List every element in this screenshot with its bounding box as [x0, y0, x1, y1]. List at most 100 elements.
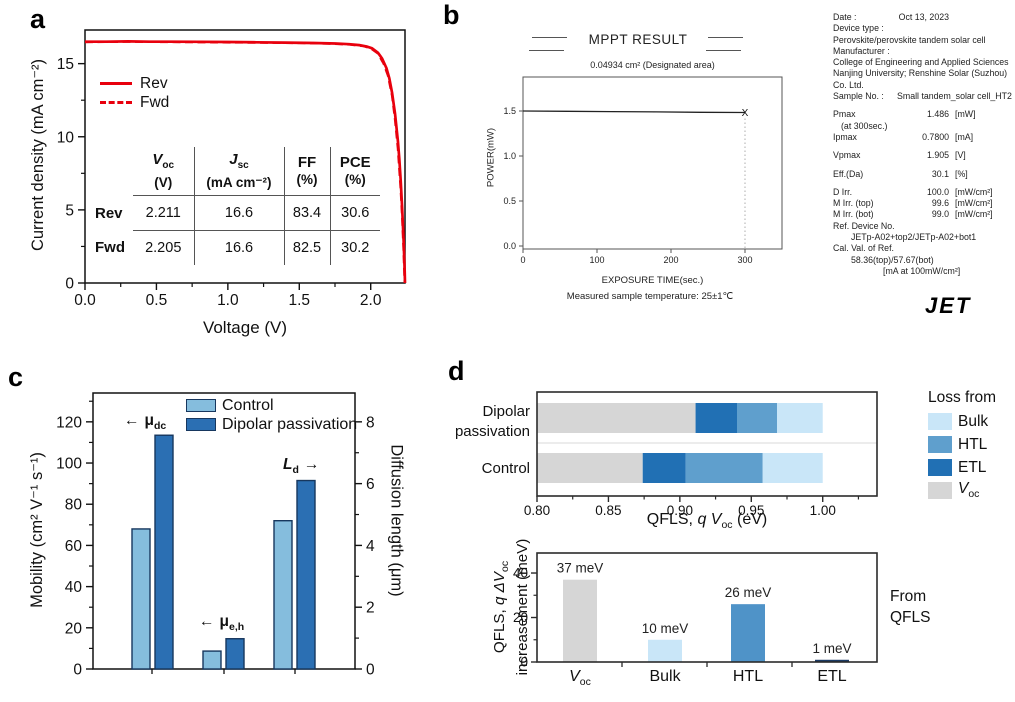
category-etl: ETL: [817, 668, 847, 685]
bulk-swatch: [928, 413, 952, 430]
segment-htl-passivation: [737, 403, 777, 433]
mobility-chart: 0 20 40 60 80 100 120 0 2 4 6 8: [56, 392, 375, 679]
table-header-row: Voc (V) Jsc (mA cm⁻²) FF (%) PCE (%): [93, 147, 380, 196]
bar-value-label: 10 meV: [642, 621, 689, 636]
left-arrow-icon: ←: [124, 412, 140, 429]
info-text: (at 300sec.): [841, 120, 888, 131]
header-voc: Voc (V): [133, 147, 194, 196]
a-y-axis-label: Current density (mA cm⁻²): [29, 58, 47, 252]
legend-item-passivation: Dipolar passivation: [186, 415, 357, 434]
info-gap: [833, 102, 1015, 109]
tick-label: 15: [57, 56, 74, 73]
legend-title: Loss from: [928, 389, 997, 406]
tick-label: 20: [65, 620, 83, 637]
a-x-axis-label: Voltage (V): [202, 318, 288, 337]
panel-b-jet-certificate: 0 100 200 300 0.0 0.5 1.0 1.5 X MPPT RESULT 0.04…: [440, 0, 1015, 340]
bar-value-label: 37 meV: [557, 561, 604, 576]
a-plot-box: [84, 29, 406, 284]
segment-voc-passivation: [537, 403, 696, 433]
control-label: Control: [222, 396, 274, 414]
jet-logo: JET: [925, 293, 972, 318]
info-text: Manufacturer :: [833, 45, 890, 56]
info-gap: [833, 180, 1015, 187]
panel-d-qfls-increase-chart: 37 meV 10 meV 26 meV 1 meV 0 20 40 QFLS, q ΔVo…: [440, 530, 1015, 702]
tick-label: 2: [366, 600, 375, 617]
tick-label: 8: [366, 414, 375, 431]
bar-etl: [815, 659, 849, 662]
info-text: Ref. Device No.: [833, 220, 895, 231]
info-text: Cal. Val. of Ref.: [833, 243, 894, 254]
info-row: M Irr. (bot) 99.0 [mW/cm²]: [833, 209, 993, 220]
tick-label: 0.85: [595, 503, 621, 518]
bar-L_d-control: [273, 520, 293, 670]
info-text: [mA at 100mW/cm²]: [883, 265, 961, 276]
tick-label: 1.0: [503, 151, 516, 161]
mppt-chart: 0 100 200 300 0.0 0.5 1.0 1.5 X: [503, 76, 783, 265]
tick-label: 0: [65, 276, 74, 293]
tick-label: 0: [520, 655, 528, 670]
tick-label: 1.00: [810, 503, 836, 518]
annotation-ld: Ld →: [283, 456, 320, 477]
info-row: Sample No. : Small tandem_solar cell_HT2: [833, 91, 1012, 102]
legend-item-htl: HTL: [928, 436, 996, 453]
table-row-rev: Rev 2.211 16.6 83.4 30.6: [93, 195, 380, 231]
bar-voc: [563, 579, 597, 662]
bar-mu_dc-passivation: [154, 434, 174, 670]
dipolar-passivation-swatch: [186, 418, 216, 431]
table-row-fwd: Fwd 2.205 16.6 82.5 30.2: [93, 230, 380, 265]
b-x-axis-label: EXPOSURE TIME(sec.): [601, 275, 704, 286]
info-row: Eff.(Da) 30.1 [%]: [833, 168, 968, 179]
title-rule: [708, 37, 743, 38]
left-arrow-icon: ←: [199, 613, 215, 630]
tick-label: 1.0: [217, 292, 239, 309]
c-left-axis-label: Mobility (cm² V⁻¹ s⁻¹): [28, 452, 46, 608]
category-voc: Voc: [569, 668, 591, 689]
panel-a-jv-curve: 0.0 0.5 1.0 1.5 2.0 0 5 10 15 Current density (m…: [0, 0, 440, 350]
tick-label: 0.90: [667, 503, 693, 518]
mppt-title: MPPT RESULT: [588, 32, 688, 47]
tick-label: 300: [737, 255, 752, 265]
end-marker-x: X: [742, 108, 749, 119]
tick-label: 6: [366, 476, 375, 493]
tick-label: 40: [65, 579, 83, 596]
bar-label-control: Control: [481, 460, 530, 477]
tick-label: 0.0: [503, 241, 516, 251]
info-row: M Irr. (top) 99.6 [mW/cm²]: [833, 198, 993, 209]
tick-label: 0: [520, 255, 525, 265]
panel-d-letter: d: [448, 356, 465, 386]
from-qfls-note: From QFLS: [890, 588, 931, 626]
tick-label: 1.5: [503, 106, 516, 116]
tick-label: 2.0: [360, 292, 382, 309]
bar-bulk: [648, 639, 682, 662]
mppt-power-line: [522, 110, 746, 114]
bar-mu_eh-control: [202, 650, 222, 670]
tick-label: 120: [56, 414, 82, 431]
info-text: Nanjing University; Renshine Solar (Suzh…: [833, 68, 1008, 90]
tick-label: 100: [56, 456, 82, 473]
d-bottom-y-axis-label: QFLS, q ΔVoc increasement (meV): [491, 538, 532, 676]
bar-mu_eh-passivation: [225, 638, 245, 670]
info-row: Ipmax 0.7800 [mA]: [833, 131, 974, 142]
bar-L_d-passivation: [296, 479, 316, 670]
fwd-label: Fwd: [140, 93, 170, 111]
tick-label: 0.80: [524, 503, 550, 518]
fwd-line-swatch: [100, 101, 132, 104]
segment-voc-control: [537, 453, 643, 483]
info-row: Pmax 1.486 [mW]: [833, 109, 976, 120]
bar-htl: [731, 604, 765, 662]
control-swatch: [186, 399, 216, 412]
info-gap: [833, 143, 1015, 150]
tick-label: 100: [589, 255, 604, 265]
legend-item-rev: Rev: [100, 74, 169, 93]
d-top-x-axis-label: QFLS, q Voc (eV): [646, 511, 768, 532]
segment-etl-passivation: [695, 403, 737, 433]
qfls-stacked-chart: 0.80 0.85 0.90 0.95 1.00: [524, 391, 878, 518]
info-gap: [833, 162, 1015, 169]
jv-chart: 0.0 0.5 1.0 1.5 2.0 0 5 10 15: [57, 29, 407, 309]
a-legend: Rev Fwd: [100, 74, 169, 112]
mppt-subtitle: 0.04934 cm² (Designated area): [590, 60, 715, 70]
qfls-increase-chart: 37 meV 10 meV 26 meV 1 meV 0 20 40: [513, 552, 878, 670]
legend-item-etl: ETL: [928, 459, 996, 476]
bar-mu_dc-control: [131, 528, 151, 670]
jet-info-rows: Date : Oct 13, 2023 Device type : Perovskit…: [833, 12, 1015, 277]
